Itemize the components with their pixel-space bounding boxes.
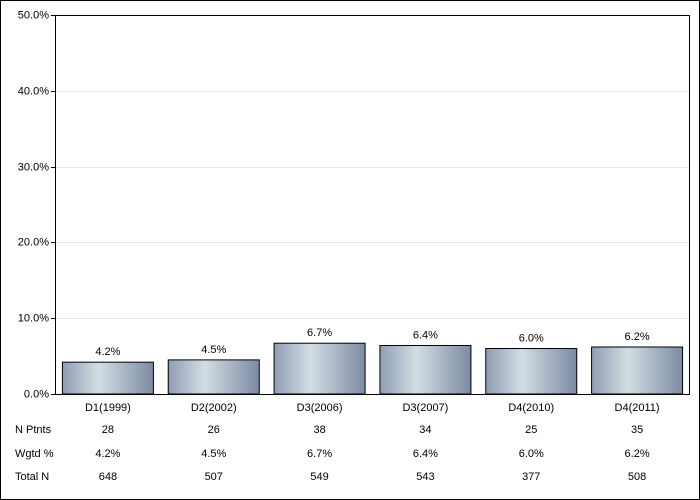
y-tick-label: 0.0% (24, 388, 49, 400)
table-cell: 6.7% (307, 448, 332, 460)
x-tick-label: D4(2010) (508, 402, 554, 414)
table-cell: 648 (99, 471, 117, 483)
table-cell: 35 (631, 424, 643, 436)
x-tick-label: D3(2007) (402, 402, 448, 414)
table-cell: 377 (522, 471, 540, 483)
value-label: 6.0% (519, 332, 544, 344)
x-tick-label: D3(2006) (297, 402, 343, 414)
x-tick-label: D1(1999) (85, 402, 131, 414)
bar (273, 342, 366, 395)
bar (167, 359, 260, 395)
value-label: 6.4% (413, 329, 438, 341)
table-row-label: N Ptnts (15, 424, 52, 436)
table-cell: 507 (205, 471, 223, 483)
table-cell: 26 (208, 424, 220, 436)
value-label: 4.2% (95, 346, 120, 358)
bar (61, 361, 154, 395)
x-tick-label: D2(2002) (191, 402, 237, 414)
bar (591, 346, 684, 395)
table-cell: 6.4% (413, 448, 438, 460)
table-cell: 6.2% (625, 448, 650, 460)
y-tick-label: 50.0% (18, 9, 49, 21)
bar (485, 348, 578, 395)
y-tick-label: 10.0% (18, 312, 49, 324)
table-cell: 28 (102, 424, 114, 436)
table-cell: 6.0% (519, 448, 544, 460)
table-cell: 4.5% (201, 448, 226, 460)
table-cell: 508 (628, 471, 646, 483)
value-label: 6.2% (625, 331, 650, 343)
table-row-label: Wgtd % (15, 448, 54, 460)
y-tick-label: 20.0% (18, 236, 49, 248)
table-cell: 543 (416, 471, 434, 483)
x-tick-label: D4(2011) (615, 402, 660, 414)
y-tick-label: 30.0% (18, 161, 49, 173)
table-cell: 4.2% (95, 448, 120, 460)
y-tick-label: 40.0% (18, 85, 49, 97)
table-row-label: Total N (15, 471, 49, 483)
value-label: 4.5% (201, 344, 226, 356)
table-cell: 38 (313, 424, 325, 436)
plot-frame (55, 15, 690, 395)
value-label: 6.7% (307, 327, 332, 339)
table-cell: 25 (525, 424, 537, 436)
bar (379, 344, 472, 395)
table-cell: 549 (310, 471, 328, 483)
table-cell: 34 (419, 424, 431, 436)
